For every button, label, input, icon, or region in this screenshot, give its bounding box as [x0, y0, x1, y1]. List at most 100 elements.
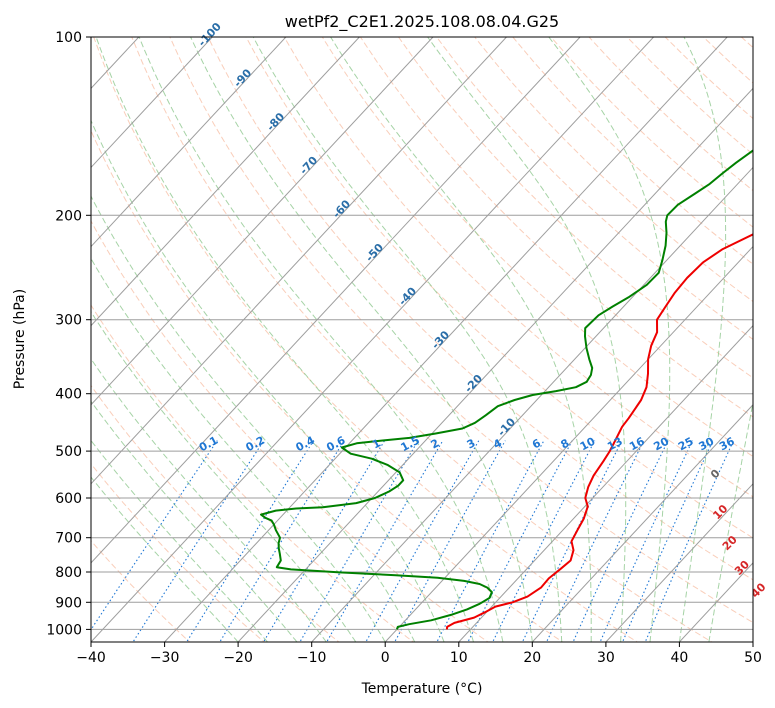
moist-adiabat — [91, 257, 386, 642]
isotherm-label: -90 — [231, 66, 254, 90]
moist-adiabat — [427, 37, 627, 642]
x-tick-label: −40 — [76, 650, 106, 666]
isotherm-label: -40 — [396, 284, 419, 308]
theta-label: 0 — [708, 467, 723, 482]
dry-adiabat — [359, 37, 753, 418]
moist-adiabat — [330, 37, 592, 642]
label-layer: -100-90-80-70-60-50-40-30-20-100.1 0.2 0.4… — [196, 20, 769, 601]
moist-adiabat — [95, 37, 474, 642]
mixing-ratio-line — [262, 440, 386, 642]
y-tick-label: 500 — [55, 444, 82, 460]
y-tick-label: 700 — [55, 531, 82, 547]
mixing-ratio-line — [394, 440, 506, 642]
isotherm — [237, 87, 753, 642]
mixing-ratio-line — [299, 440, 419, 642]
isotherm — [91, 37, 654, 642]
isotherm — [311, 166, 753, 642]
y-tick-label: 200 — [55, 208, 82, 224]
x-axis-label: Temperature (°C) — [361, 681, 483, 697]
isotherm — [752, 641, 753, 642]
mixing-ratio-line — [599, 440, 694, 642]
y-tick-label: 800 — [55, 565, 82, 581]
dewpoint-profile — [260, 149, 753, 630]
isotherm — [458, 324, 753, 642]
dry-adiabat — [207, 37, 753, 581]
plot-frame — [90, 36, 754, 643]
x-tick-label: 50 — [744, 650, 762, 666]
dry-adiabat — [321, 37, 753, 458]
mixing-ratio-line — [572, 440, 669, 642]
mixing-ratio-label: 4 — [491, 436, 504, 451]
mixing-ratio-label: 25 — [676, 435, 696, 454]
moist-adiabat — [138, 37, 504, 642]
isotherm — [91, 37, 213, 169]
isotherm — [0, 37, 65, 642]
moist-adiabat — [708, 399, 753, 642]
isotherm-label: -20 — [462, 372, 485, 396]
data-layer — [260, 149, 753, 630]
isotherm — [164, 37, 728, 642]
dry-adiabat — [398, 37, 753, 379]
dry-adiabat — [91, 219, 489, 642]
x-tick-label: 40 — [670, 650, 688, 666]
moist-adiabat — [678, 37, 727, 642]
theta-label: 30 — [732, 558, 752, 578]
dry-adiabat — [91, 539, 191, 642]
mixing-ratio-label: 6 — [530, 436, 543, 451]
moist-adiabat — [91, 119, 445, 642]
mixing-ratio-label: 16 — [627, 435, 647, 454]
x-tick-label: −10 — [297, 650, 327, 666]
isotherm — [384, 245, 753, 642]
mixing-ratio-line — [91, 440, 218, 631]
isotherm — [605, 483, 753, 642]
isotherm-label: -10 — [495, 415, 518, 439]
isotherm — [91, 37, 434, 406]
y-tick-label: 400 — [55, 387, 82, 403]
moist-adiabat — [91, 439, 268, 642]
mixing-ratio-label: 20 — [651, 435, 671, 454]
mixing-ratio-line — [132, 440, 265, 642]
dry-adiabat — [550, 37, 753, 228]
x-tick-label: −30 — [150, 650, 180, 666]
mixing-ratio-line — [644, 440, 735, 642]
temperature-profile — [445, 233, 753, 630]
axes-layer: −40 −30 −20 −10 0 10 20 30 40 5010009008007006005… — [46, 30, 762, 666]
theta-label: 10 — [710, 502, 730, 522]
dry-adiabat — [91, 384, 340, 642]
isotherm — [91, 37, 287, 248]
isotherm-label: -30 — [429, 328, 452, 352]
isotherm — [91, 37, 507, 485]
moist-adiabat — [91, 476, 239, 642]
y-tick-label: 300 — [55, 313, 82, 329]
x-tick-label: 0 — [381, 650, 390, 666]
mixing-ratio-line — [219, 440, 345, 642]
mixing-ratio-line — [365, 440, 480, 642]
y-tick-label: 600 — [55, 491, 82, 507]
moist-adiabat — [548, 37, 671, 642]
isotherm-label: -50 — [363, 241, 386, 265]
dry-adiabat — [664, 37, 753, 120]
isotherm — [91, 37, 581, 564]
dry-adiabat — [741, 37, 753, 49]
y-tick-label: 1000 — [46, 622, 82, 638]
x-tick-label: −20 — [223, 650, 253, 666]
dry-adiabat — [436, 37, 753, 340]
x-tick-label: 10 — [450, 650, 468, 666]
isotherm — [531, 403, 753, 642]
dry-adiabat — [91, 304, 415, 642]
isotherm — [91, 37, 360, 327]
moist-adiabat — [190, 37, 533, 642]
isotherm-label: -70 — [297, 154, 320, 178]
isotherm-label: -100 — [196, 20, 224, 49]
y-axis-label: Pressure (hPa) — [12, 289, 28, 389]
y-tick-label: 100 — [55, 30, 82, 46]
dry-adiabat — [131, 37, 713, 642]
mixing-ratio-label: 2 — [429, 436, 442, 451]
moist-adiabat — [252, 37, 563, 642]
x-tick-label: 20 — [523, 650, 541, 666]
dry-adiabat — [93, 37, 639, 642]
mixing-ratio-line — [621, 440, 714, 642]
chart-title: wetPf2_C2E1.2025.108.08.04.G25 — [285, 12, 559, 32]
mixing-ratio-line — [326, 440, 444, 642]
